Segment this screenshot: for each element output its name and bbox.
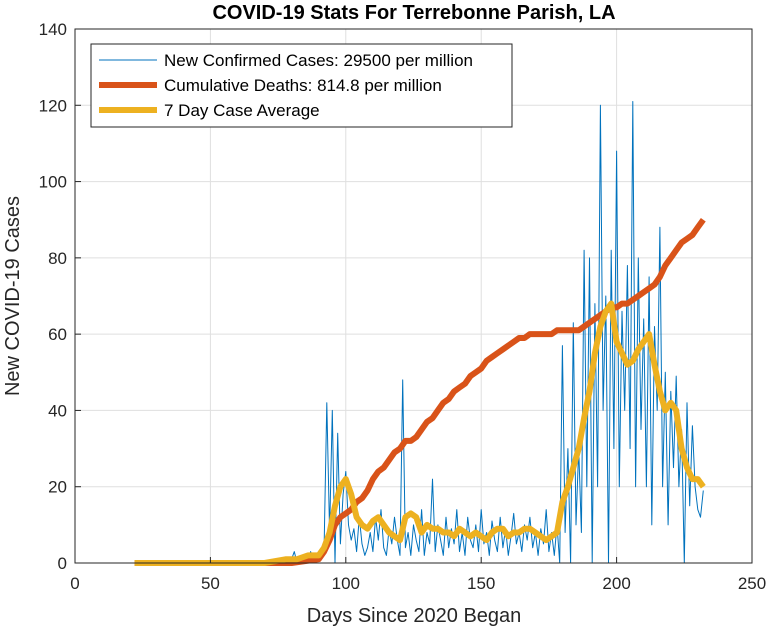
legend-label: Cumulative Deaths: 814.8 per million (164, 76, 442, 95)
x-axis-label: Days Since 2020 Began (307, 605, 522, 627)
series-line-7-day-case-average (134, 300, 706, 566)
legend-label: New Confirmed Cases: 29500 per million (164, 51, 473, 70)
legend: New Confirmed Cases: 29500 per million Cu… (90, 43, 513, 128)
chart-title: COVID-19 Stats For Terrebonne Parish, LA (212, 2, 615, 24)
y-tick-label: 100 (39, 173, 67, 192)
y-tick-label: 40 (48, 401, 67, 420)
x-tick-label: 50 (201, 574, 220, 593)
y-tick-label: 80 (48, 249, 67, 268)
y-tick-label: 0 (58, 554, 67, 573)
series-layer (134, 101, 706, 566)
x-tick-label: 200 (602, 574, 630, 593)
y-tick-label: 60 (48, 325, 67, 344)
x-tick-label: 150 (467, 574, 495, 593)
y-tick-label: 140 (39, 20, 67, 39)
series-line-cumulative-deaths-814-8-per-million (134, 217, 706, 566)
series-line-new-confirmed-cases-29500-per-million (134, 101, 704, 564)
y-tick-label: 120 (39, 96, 67, 115)
x-tick-label: 250 (738, 574, 766, 593)
x-tick-label: 0 (70, 574, 79, 593)
plot-frame (74, 28, 753, 564)
y-axis-label: New COVID-19 Cases (2, 196, 24, 396)
x-tick-label: 100 (332, 574, 360, 593)
legend-box (90, 43, 513, 128)
y-tick-label: 20 (48, 478, 67, 497)
tick-layer: 0 50 100 150 200 250 0 20 40 60 80 100 120 140 (39, 20, 767, 593)
legend-label: 7 Day Case Average (164, 101, 320, 120)
